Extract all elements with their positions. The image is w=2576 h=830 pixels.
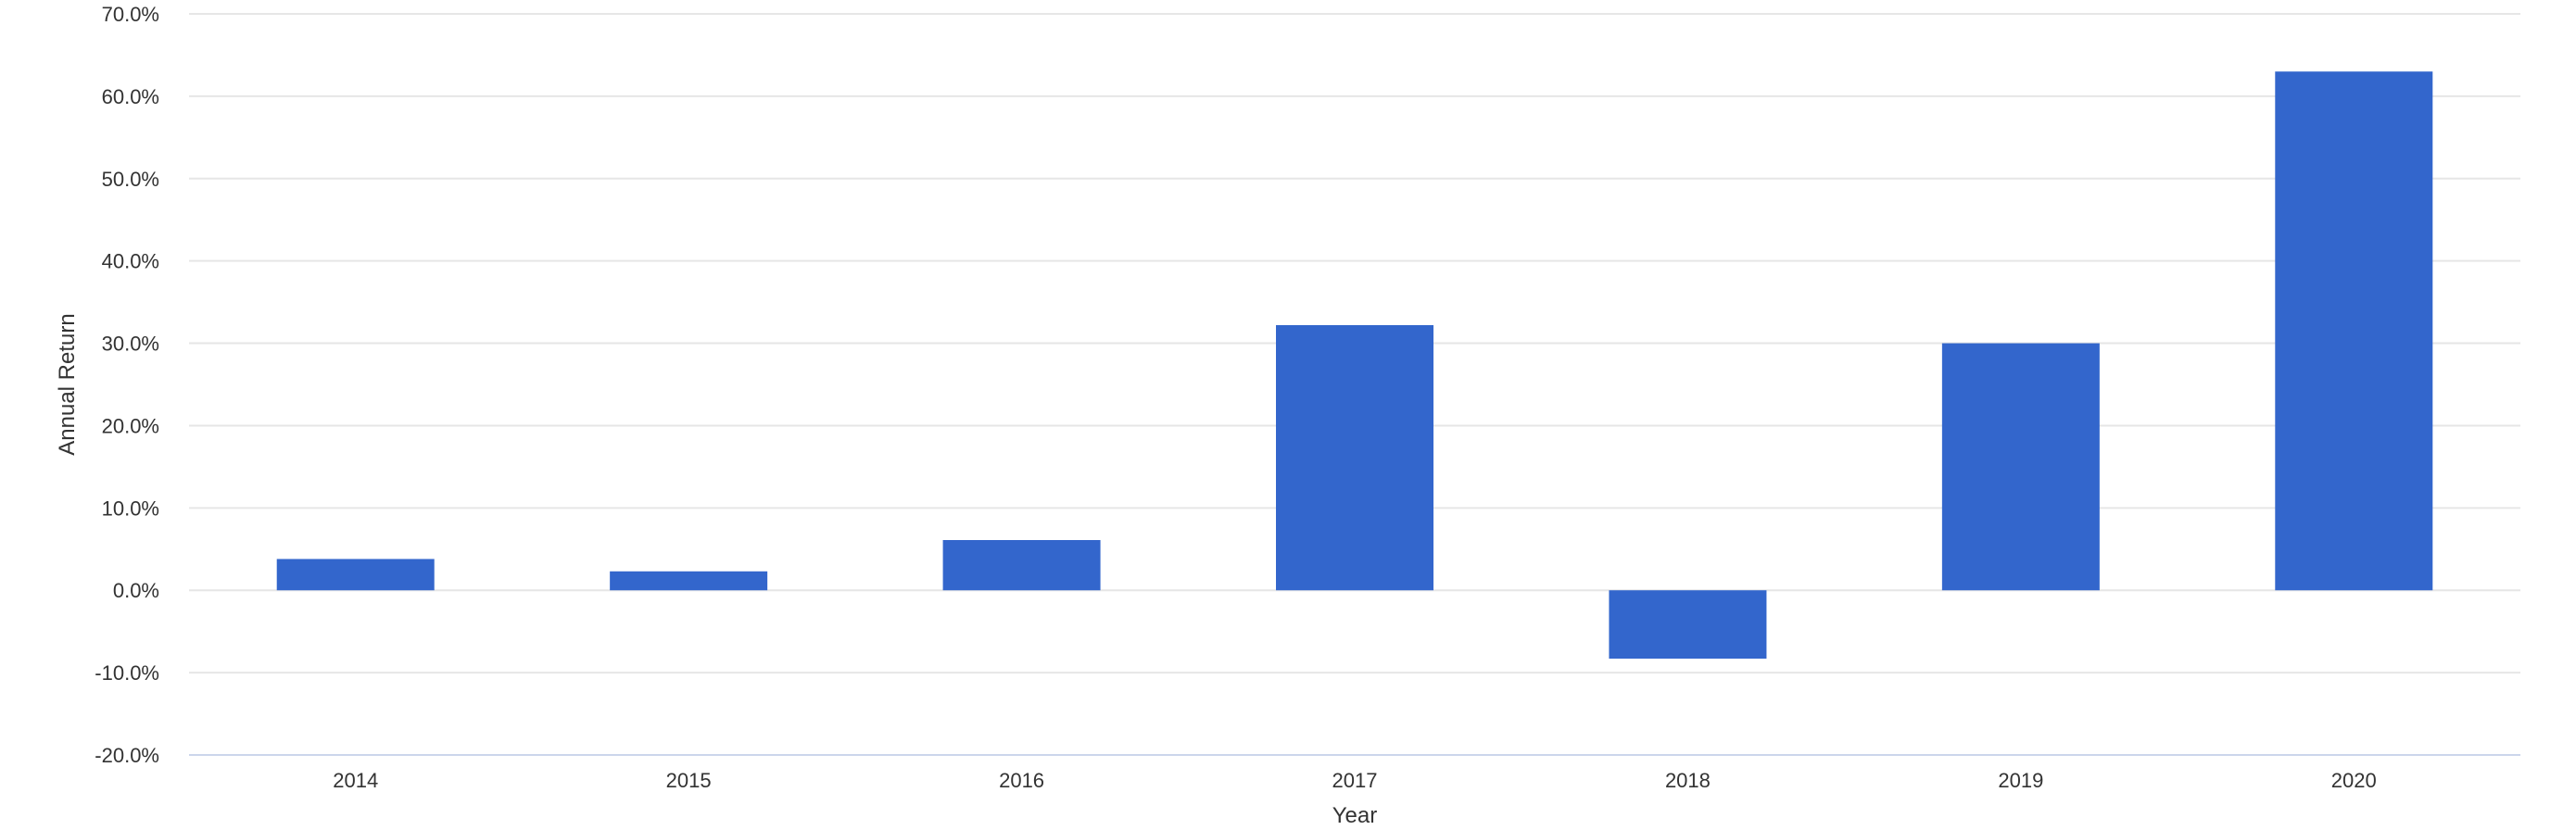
x-tick-label: 2017 [1332, 769, 1378, 792]
y-tick-label: -10.0% [95, 661, 159, 685]
y-axis-ticks: -20.0% -10.0% 0.0% 10.0% 20.0% 30.0% 40.0% 50.0… [95, 3, 159, 767]
x-tick-label: 2018 [1665, 769, 1711, 792]
bar-2017[interactable] [1276, 325, 1433, 591]
x-axis-ticks: 2014 2015 2016 2017 2018 2019 2020 [333, 769, 2377, 792]
x-tick-label: 2020 [2331, 769, 2377, 792]
y-tick-label: -20.0% [95, 744, 159, 767]
y-tick-label: 10.0% [102, 497, 159, 520]
y-tick-label: 20.0% [102, 414, 159, 437]
x-tick-label: 2016 [999, 769, 1044, 792]
y-tick-label: 0.0% [113, 579, 159, 602]
bar-2019[interactable] [1941, 343, 2100, 591]
bar-2015[interactable] [610, 571, 768, 591]
y-tick-label: 70.0% [102, 3, 159, 26]
bar-2018[interactable] [1609, 590, 1767, 659]
x-tick-label: 2014 [333, 769, 378, 792]
y-tick-label: 50.0% [102, 168, 159, 191]
y-tick-label: 40.0% [102, 250, 159, 273]
bar-2016[interactable] [942, 540, 1101, 591]
x-tick-label: 2019 [1998, 769, 2043, 792]
bars [276, 71, 2433, 659]
bar-2014[interactable] [276, 559, 435, 591]
x-tick-label: 2015 [666, 769, 712, 792]
y-tick-label: 30.0% [102, 333, 159, 356]
y-tick-label: 60.0% [102, 85, 159, 108]
y-axis-title: Annual Return [55, 313, 80, 455]
bar-2020[interactable] [2275, 71, 2433, 591]
x-axis-title: Year [1332, 803, 1378, 828]
